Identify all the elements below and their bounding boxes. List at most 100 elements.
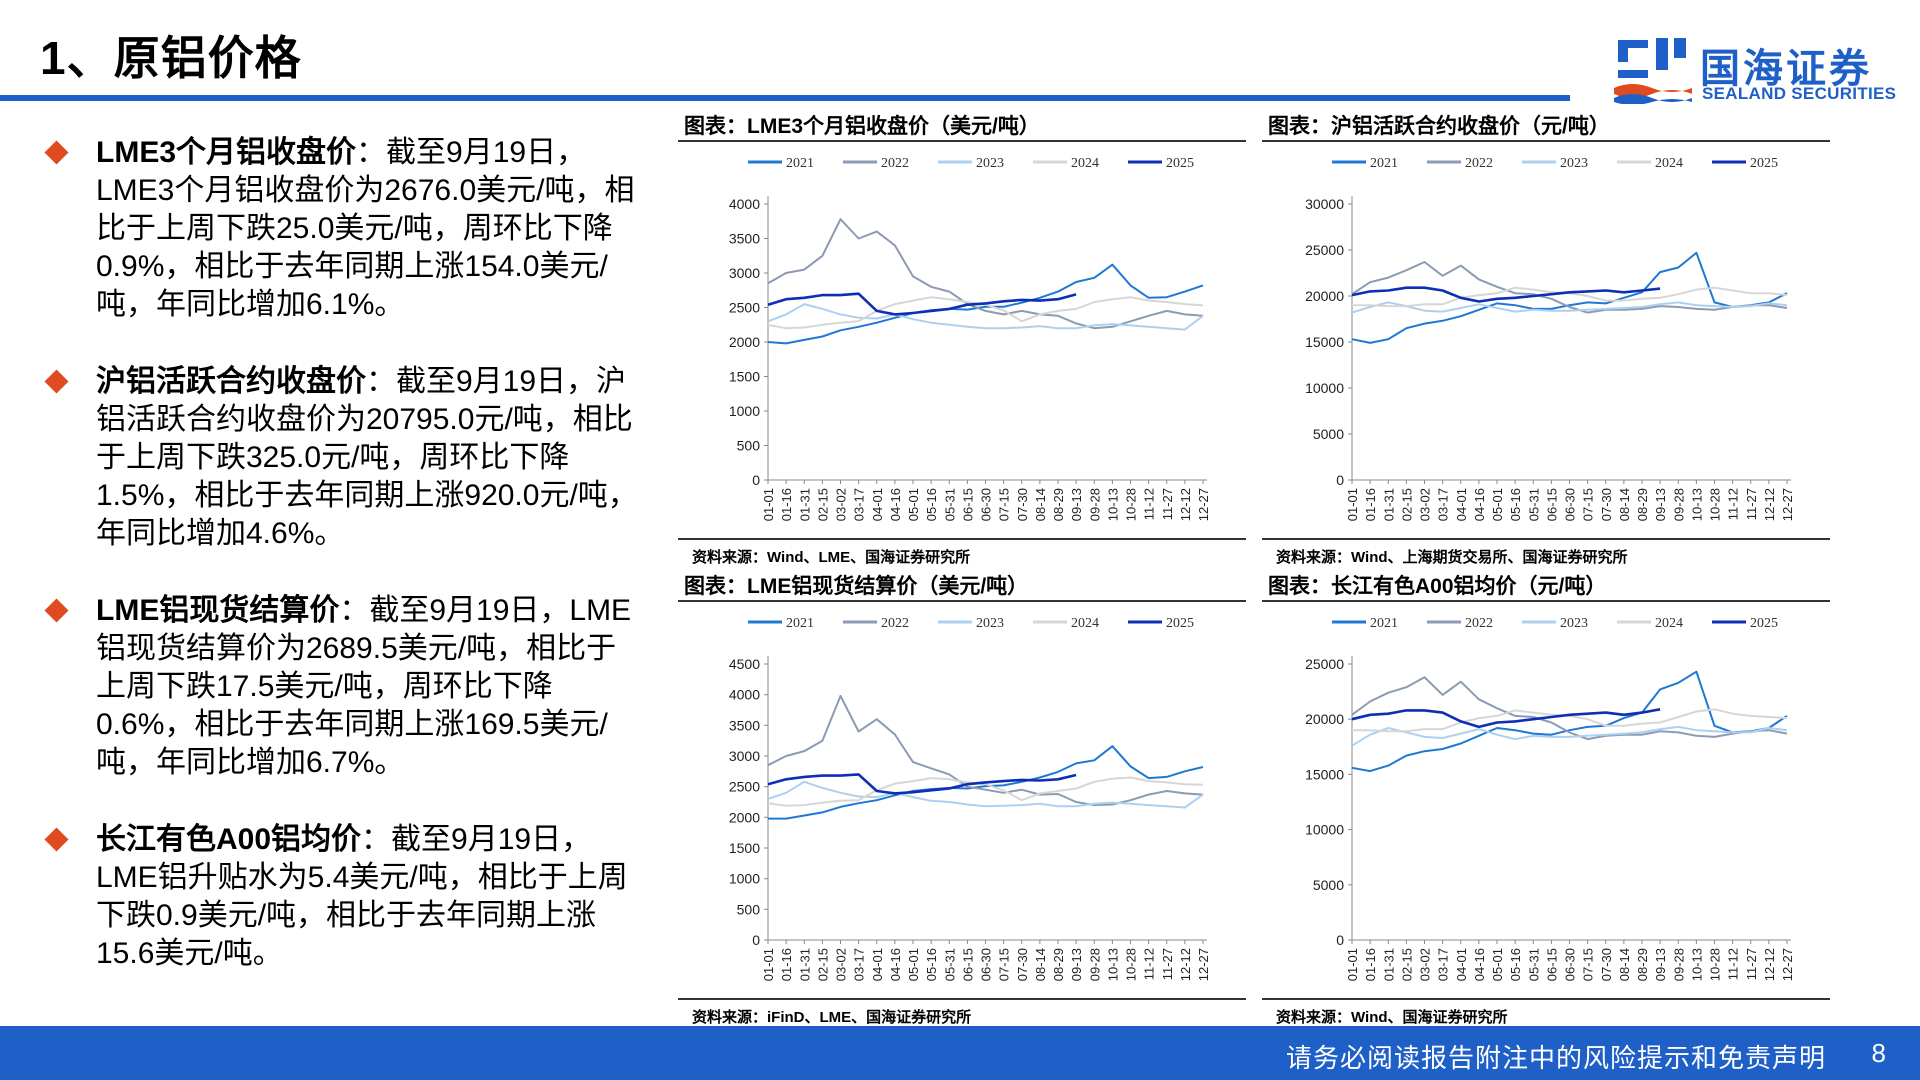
x-tick-label: 08-14	[1617, 488, 1632, 521]
x-tick-label: 02-15	[815, 948, 830, 981]
series-line-2023	[1351, 725, 1788, 747]
x-tick-label: 09-13	[1653, 488, 1668, 521]
series-line-2022	[767, 218, 1204, 330]
x-tick-label: 04-16	[1472, 488, 1487, 521]
x-tick-label: 08-29	[1051, 948, 1066, 981]
x-tick-label: 01-01	[1345, 488, 1360, 521]
y-tick-label: 3000	[729, 265, 760, 281]
logo-text-cn: 国海证券	[1700, 47, 1872, 91]
x-tick-label: 05-16	[1508, 948, 1523, 981]
x-tick-label: 07-30	[1015, 488, 1030, 521]
y-tick-label: 0	[1336, 472, 1344, 488]
bullet-body: ：截至9月19日，LME铝现货结算价为2689.5美元/吨，相比于上周下跌17.…	[96, 594, 632, 779]
x-tick-label: 11-27	[1160, 948, 1175, 980]
legend-label-2025: 2025	[1750, 616, 1778, 631]
x-tick-label: 11-27	[1160, 488, 1175, 520]
x-tick-label: 10-28	[1124, 488, 1139, 521]
legend-label-2024: 2024	[1655, 616, 1683, 631]
x-tick-label: 12-12	[1762, 948, 1777, 981]
bullet-changjiang: 长江有色A00铝均价：截至9月19日，LME铝升贴水为5.4美元/吨，相比于上周…	[44, 821, 644, 973]
x-tick-label: 12-27	[1780, 488, 1795, 521]
x-tick-label: 08-14	[1617, 948, 1632, 981]
bullet-list: LME3个月铝收盘价：截至9月19日，LME3个月铝收盘价为2676.0美元/吨…	[44, 134, 644, 1012]
x-tick-label: 04-01	[1454, 488, 1469, 521]
x-tick-label: 01-31	[1381, 488, 1396, 521]
series-line-2024	[767, 776, 1204, 807]
x-tick-label: 11-27	[1744, 488, 1759, 520]
x-tick-label: 12-12	[1762, 488, 1777, 521]
series-line-2025	[1351, 708, 1661, 729]
x-tick-label: 07-15	[1581, 948, 1596, 981]
x-tick-label: 08-14	[1033, 488, 1048, 521]
x-tick-label: 09-28	[1087, 488, 1102, 521]
y-tick-label: 10000	[1305, 822, 1344, 838]
bullet-body: ：截至9月19日，LME铝升贴水为5.4美元/吨，相比于上周下跌0.9美元/吨，…	[96, 823, 628, 970]
y-tick-label: 25000	[1305, 242, 1344, 258]
bullet-body: ：截至9月19日，LME3个月铝收盘价为2676.0美元/吨，相比于上周下跌25…	[96, 136, 635, 321]
x-tick-label: 10-28	[1708, 488, 1723, 521]
diamond-bullet-icon	[44, 369, 69, 394]
chart-changjiang: 2021 2022 2023 2024 2025 0 5000 10000 15000 20000…	[1305, 616, 1795, 981]
x-tick-label: 11-27	[1744, 948, 1759, 980]
x-tick-label: 01-01	[1345, 948, 1360, 981]
x-tick-label: 07-30	[1599, 488, 1614, 521]
y-tick-label: 3000	[729, 748, 760, 764]
y-tick-label: 1000	[729, 403, 760, 419]
x-tick-label: 03-17	[1436, 488, 1451, 521]
bullet-lme3m: LME3个月铝收盘价：截至9月19日，LME3个月铝收盘价为2676.0美元/吨…	[44, 134, 644, 324]
x-tick-label: 05-31	[1526, 948, 1541, 981]
y-tick-label: 1000	[729, 871, 760, 887]
bullet-body: ：截至9月19日，沪铝活跃合约收盘价为20795.0元/吨，相比于上周下跌325…	[96, 365, 638, 550]
x-tick-label: 11-12	[1142, 488, 1157, 520]
y-tick-label: 2000	[729, 334, 760, 350]
y-tick-label: 0	[752, 472, 760, 488]
x-tick-label: 06-15	[1544, 948, 1559, 981]
legend-label-2024: 2024	[1071, 156, 1099, 171]
x-tick-label: 09-28	[1671, 488, 1686, 521]
x-tick-label: 09-13	[1069, 948, 1084, 981]
chart-bottom-rule	[678, 998, 1246, 1000]
x-tick-label: 08-14	[1033, 948, 1048, 981]
legend-label-2022: 2022	[1465, 616, 1493, 631]
x-tick-label: 02-15	[815, 488, 830, 521]
chart-legend: 2021 2022 2023 2024 2025	[748, 616, 1194, 631]
chart-lme3m: 2021 2022 2023 2024 2025 0 500 1000 1500 2000 2500…	[729, 156, 1211, 521]
diamond-bullet-icon	[44, 598, 69, 623]
diamond-bullet-icon	[44, 827, 69, 852]
x-tick-label: 05-16	[924, 488, 939, 521]
chart-title: 图表：LME铝现货结算价（美元/吨）	[684, 575, 1029, 598]
chart-title: 图表：沪铝活跃合约收盘价（元/吨）	[1268, 115, 1610, 138]
x-tick-label: 01-16	[779, 948, 794, 981]
legend-label-2022: 2022	[1465, 156, 1493, 171]
x-tick-label: 07-15	[1581, 488, 1596, 521]
chart-title-rule	[678, 140, 1246, 142]
chart-title-rule	[1262, 140, 1830, 142]
y-tick-label: 0	[752, 932, 760, 948]
x-tick-label: 03-02	[834, 488, 849, 521]
x-tick-label: 10-13	[1105, 948, 1120, 981]
legend-label-2021: 2021	[1370, 156, 1398, 171]
legend-label-2022: 2022	[881, 616, 909, 631]
y-tick-label: 1500	[729, 840, 760, 856]
y-tick-label: 0	[1336, 932, 1344, 948]
bullet-head: LME铝现货结算价	[96, 594, 340, 627]
logo-text-en: SEALAND SECURITIES	[1702, 84, 1897, 103]
chart-title: 图表：LME3个月铝收盘价（美元/吨）	[684, 115, 1040, 138]
x-tick-label: 03-02	[1418, 948, 1433, 981]
x-tick-label: 04-01	[1454, 948, 1469, 981]
x-tick-label: 12-27	[1780, 948, 1795, 981]
y-tick-label: 10000	[1305, 380, 1344, 396]
series-line-2021	[767, 263, 1204, 345]
chart-source: 资料来源：iFinD、LME、国海证券研究所	[692, 1009, 972, 1026]
x-tick-label: 01-31	[797, 948, 812, 981]
legend-label-2023: 2023	[976, 156, 1004, 171]
bullet-shfe: 沪铝活跃合约收盘价：截至9月19日，沪铝活跃合约收盘价为20795.0元/吨，相…	[44, 363, 644, 553]
x-tick-label: 04-01	[870, 948, 885, 981]
diamond-bullet-icon	[44, 140, 69, 165]
chart-lme-spot: 2021 2022 2023 2024 2025 0 500 1000 1500 2000 2500…	[729, 616, 1211, 981]
x-tick-label: 06-30	[979, 948, 994, 981]
x-tick-label: 01-01	[761, 948, 776, 981]
legend-label-2023: 2023	[976, 616, 1004, 631]
x-tick-label: 06-15	[960, 948, 975, 981]
series-line-2022	[1351, 261, 1788, 314]
